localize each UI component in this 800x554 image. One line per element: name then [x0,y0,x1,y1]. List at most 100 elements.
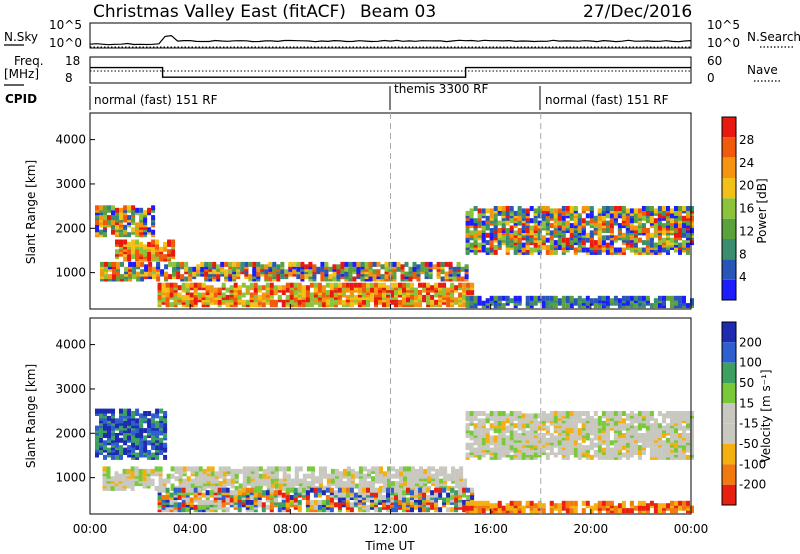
power-cell [621,215,626,221]
power-cell [135,207,140,213]
velocity-cell [529,425,534,431]
power-cell [465,303,470,309]
x-tick-label: 04:00 [173,522,208,536]
colorbar-swatch [722,178,736,199]
power-cell [412,266,417,272]
velocity-cell [605,454,610,460]
power-cell [521,247,526,253]
velocity-cell [434,497,439,503]
power-cell [446,302,451,308]
velocity-cell [99,413,103,419]
power-cell [662,295,666,301]
velocity-cell [338,471,343,477]
x-tick-label: 08:00 [273,522,308,536]
velocity-cell [146,468,151,474]
power-cell [281,299,286,305]
power-cell [501,303,506,309]
velocity-cell [318,466,323,472]
power-cell [597,295,602,301]
velocity-cell [114,476,119,482]
velocity-cell [621,500,626,506]
power-cell [662,223,666,229]
velocity-cell [473,423,478,429]
velocity-cell [569,420,574,426]
power-cell [143,244,148,250]
power-cell [232,266,237,272]
power-cell [601,240,606,246]
power-cell [161,287,166,293]
power-cell [265,282,270,288]
velocity-cell [666,423,670,429]
power-cell [176,274,181,280]
velocity-cell [501,420,506,426]
colorbar-tick: 28 [739,133,754,147]
velocity-cell [134,466,139,472]
power-cell [637,228,642,233]
velocity-cell [230,473,235,479]
velocity-cell [411,466,415,472]
velocity-cell [613,505,618,511]
power-cell [653,223,658,229]
velocity-cell [617,423,622,429]
velocity-cell [466,487,471,493]
colorbar-swatch [722,464,736,485]
power-cell [362,299,366,305]
velocity-cell [266,466,271,472]
velocity-cell [341,487,346,493]
velocity-cell [374,492,378,498]
velocity-cell [662,452,666,458]
power-cell [241,292,246,298]
velocity-cell [529,450,534,455]
power-cell [151,215,156,221]
velocity-cell [593,430,598,436]
power-cell [633,218,638,224]
x-tick-label: 12:00 [373,522,408,536]
velocity-cell [489,447,494,453]
power-cell [104,266,108,272]
velocity-cell [334,468,339,474]
power-cell [313,282,318,288]
power-cell [686,213,690,219]
velocity-cell [569,435,574,441]
power-cell [613,235,618,241]
power-cell [357,287,362,293]
velocity-cell [533,413,538,419]
power-cell [641,215,646,221]
velocity-cell [174,466,179,472]
power-cell [229,285,234,291]
power-cell [128,261,133,267]
power-cell [301,285,306,291]
velocity-cell [434,492,439,498]
velocity-cell [621,418,626,424]
velocity-cell [427,466,432,472]
power-cell [384,274,389,280]
velocity-cell [505,435,510,441]
power-cell [143,251,148,257]
power-cell [293,290,298,295]
power-cell [529,230,534,236]
velocity-cell [150,478,155,484]
power-cell [589,213,594,219]
nsky-series-line [89,34,692,46]
power-cell [460,266,465,272]
power-cell [682,215,686,221]
power-cell [394,302,398,308]
power-cell [123,239,128,245]
power-cell [561,220,566,226]
velocity-cell [146,476,151,482]
power-cell [171,249,176,255]
velocity-cell [565,447,570,453]
power-cell [529,295,534,301]
colorbar-swatch [722,322,736,343]
power-cell [410,294,414,300]
power-cell [633,213,638,219]
velocity-cell [222,471,227,477]
power-cell [139,246,144,252]
velocity-cell [674,447,678,453]
power-cell [131,205,136,211]
velocity-cell [119,445,123,451]
power-cell [256,261,261,267]
power-cell [320,271,325,277]
power-cell [481,225,486,231]
y-tick-label: 2000 [55,426,86,440]
